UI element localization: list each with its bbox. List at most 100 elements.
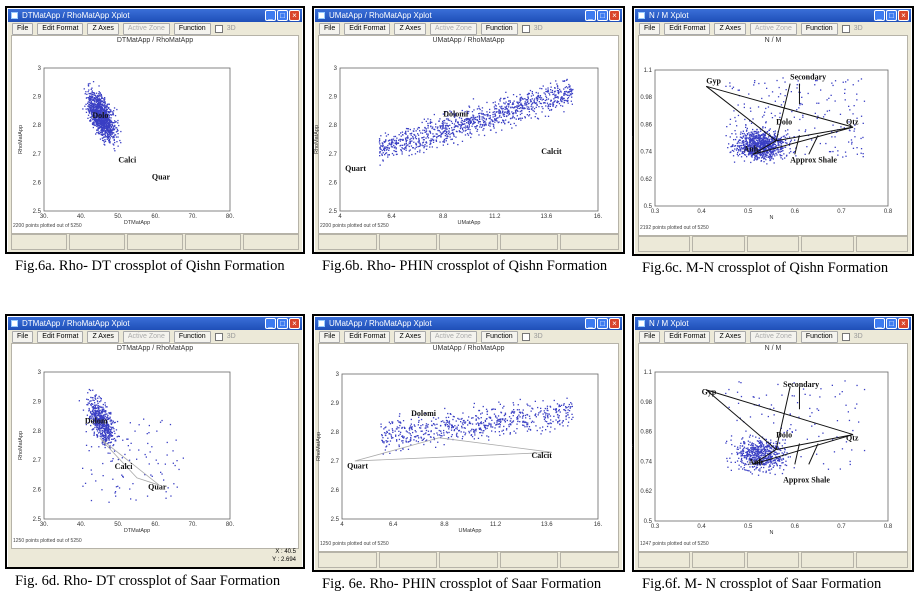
z-axes-menu[interactable]: Z Axes: [87, 330, 119, 343]
status-cell: [127, 234, 183, 250]
function-menu[interactable]: Function: [173, 22, 211, 35]
edit-format-button[interactable]: Edit Format: [344, 330, 391, 343]
status-cell: [855, 236, 909, 252]
z-axes-menu[interactable]: Z Axes: [394, 22, 426, 35]
3d-checkbox[interactable]: [521, 24, 530, 33]
file-menu[interactable]: File: [12, 22, 34, 35]
minimize-icon[interactable]: _: [265, 318, 276, 329]
plot-area[interactable]: UMatApp / RhoMatApp: [318, 35, 619, 234]
3d-label: 3D: [226, 333, 236, 340]
3d-checkbox[interactable]: [214, 332, 223, 341]
maximize-icon[interactable]: □: [886, 318, 897, 329]
3d-checkbox[interactable]: [841, 24, 850, 33]
app-icon: [11, 320, 18, 327]
3d-checkbox[interactable]: [521, 332, 530, 341]
status-cell: [499, 552, 559, 568]
maximize-icon[interactable]: □: [277, 10, 288, 21]
3d-label: 3D: [853, 333, 863, 340]
3d-checkbox[interactable]: [214, 24, 223, 33]
window-title: DTMatApp / RhoMatApp Xplot: [22, 11, 130, 20]
edit-format-button[interactable]: Edit Format: [37, 22, 84, 35]
status-cell: [318, 552, 377, 568]
chart-title: UMatApp / RhoMatApp: [432, 37, 505, 44]
status-cell: [185, 234, 241, 250]
edit-format-button[interactable]: Edit Format: [664, 22, 711, 35]
edit-format-button[interactable]: Edit Format: [664, 330, 711, 343]
function-menu[interactable]: Function: [480, 330, 518, 343]
figure-caption: Fig.6c. M-N crossplot of Qishn Formation: [632, 254, 914, 296]
figure-panel-a: DTMatApp / RhoMatApp Xplot _ □ × File Ed…: [5, 6, 305, 303]
minimize-icon[interactable]: _: [874, 318, 885, 329]
status-bar: [638, 552, 909, 568]
function-menu[interactable]: Function: [173, 330, 211, 343]
active-zone-button[interactable]: Active Zone: [122, 22, 170, 35]
active-zone-button[interactable]: Active Zone: [749, 330, 797, 343]
file-menu[interactable]: File: [12, 330, 34, 343]
z-axes-menu[interactable]: Z Axes: [394, 330, 426, 343]
close-icon[interactable]: ×: [898, 10, 909, 21]
plot-area[interactable]: UMatApp / RhoMatApp: [318, 343, 619, 552]
active-zone-button[interactable]: Active Zone: [749, 22, 797, 35]
window-title-bar[interactable]: DTMatApp / RhoMatApp Xplot _ □ ×: [8, 317, 302, 330]
close-icon[interactable]: ×: [609, 10, 620, 21]
window-title-bar[interactable]: DTMatApp / RhoMatApp Xplot _ □ ×: [8, 9, 302, 22]
xplot-window: UMatApp / RhoMatApp Xplot _ □ × File Edi…: [315, 9, 622, 252]
status-cell: [560, 552, 619, 568]
plot-area[interactable]: DTMatApp / RhoMatApp: [11, 35, 299, 234]
window-title: UMatApp / RhoMatApp Xplot: [329, 11, 432, 20]
3d-checkbox[interactable]: [841, 332, 850, 341]
close-icon[interactable]: ×: [609, 318, 620, 329]
chart-title: UMatApp / RhoMatApp: [432, 345, 505, 352]
active-zone-button[interactable]: Active Zone: [429, 330, 477, 343]
close-icon[interactable]: ×: [289, 318, 300, 329]
figure-panel-b: UMatApp / RhoMatApp Xplot _ □ × File Edi…: [312, 6, 625, 303]
function-menu[interactable]: Function: [800, 22, 838, 35]
chart-title: DTMatApp / RhoMatApp: [116, 345, 194, 352]
plot-area[interactable]: N / M: [638, 35, 908, 236]
maximize-icon[interactable]: □: [277, 318, 288, 329]
3d-label: 3D: [533, 25, 543, 32]
edit-format-button[interactable]: Edit Format: [344, 22, 391, 35]
file-menu[interactable]: File: [639, 330, 661, 343]
app-icon: [11, 12, 18, 19]
minimize-icon[interactable]: _: [874, 10, 885, 21]
maximize-icon[interactable]: □: [597, 10, 608, 21]
status-cell: [746, 552, 800, 568]
status-bar: [318, 234, 619, 250]
window-title-bar[interactable]: UMatApp / RhoMatApp Xplot _ □ ×: [315, 9, 622, 22]
active-zone-button[interactable]: Active Zone: [429, 22, 477, 35]
window-title-bar[interactable]: N / M Xplot _ □ ×: [635, 9, 911, 22]
menu-bar: File Edit Format Z Axes Active Zone Func…: [635, 22, 911, 35]
z-axes-menu[interactable]: Z Axes: [714, 22, 746, 35]
minimize-icon[interactable]: _: [585, 318, 596, 329]
points-plotted-text: 2192 points plotted out of 5250: [640, 225, 709, 231]
z-axes-menu[interactable]: Z Axes: [87, 22, 119, 35]
function-menu[interactable]: Function: [480, 22, 518, 35]
plot-area[interactable]: N / M: [638, 343, 908, 552]
minimize-icon[interactable]: _: [585, 10, 596, 21]
function-menu[interactable]: Function: [800, 330, 838, 343]
z-axes-menu[interactable]: Z Axes: [714, 330, 746, 343]
plot-area[interactable]: DTMatApp / RhoMatApp: [11, 343, 299, 549]
close-icon[interactable]: ×: [898, 318, 909, 329]
chart-title: N / M: [764, 345, 782, 352]
status-cell: [439, 234, 498, 250]
xplot-window: DTMatApp / RhoMatApp Xplot _ □ × File Ed…: [8, 317, 302, 567]
figure-caption: Fig.6f. M- N crossplot of Saar Formation: [632, 570, 914, 608]
active-zone-button[interactable]: Active Zone: [122, 330, 170, 343]
minimize-icon[interactable]: _: [265, 10, 276, 21]
file-menu[interactable]: File: [319, 22, 341, 35]
chart-title: N / M: [764, 37, 782, 44]
file-menu[interactable]: File: [639, 22, 661, 35]
window-title-bar[interactable]: N / M Xplot _ □ ×: [635, 317, 911, 330]
close-icon[interactable]: ×: [289, 10, 300, 21]
file-menu[interactable]: File: [319, 330, 341, 343]
status-cell: [692, 552, 745, 568]
maximize-icon[interactable]: □: [886, 10, 897, 21]
maximize-icon[interactable]: □: [597, 318, 608, 329]
status-cell: [11, 234, 67, 250]
app-icon: [318, 12, 325, 19]
cursor-x: X : 40.5: [275, 549, 296, 555]
edit-format-button[interactable]: Edit Format: [37, 330, 84, 343]
window-title-bar[interactable]: UMatApp / RhoMatApp Xplot _ □ ×: [315, 317, 622, 330]
